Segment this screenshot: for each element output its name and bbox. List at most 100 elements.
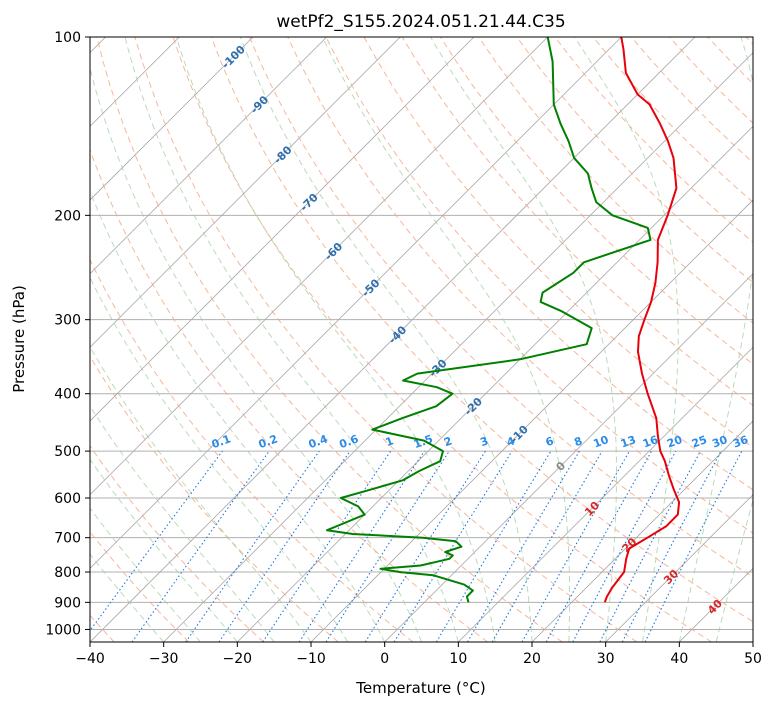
mixing-ratio-label: 1	[384, 434, 396, 449]
dry-adiabat-line	[516, 37, 753, 284]
y-tick-label: 300	[54, 313, 81, 329]
y-tick-label: 1000	[45, 622, 81, 638]
mixing-ratio-label: 3	[478, 434, 490, 449]
mixing-ratio-label: 2	[442, 434, 454, 449]
moist-adiabat-line	[175, 37, 496, 642]
mixing-ratio-label: 36	[731, 433, 750, 451]
x-ticks: −40 −30 −20 −10 0 10 20 30 40 50	[75, 642, 762, 667]
x-tick-label: 20	[523, 651, 541, 667]
isotherm-line	[605, 494, 753, 642]
moist-adiabat-line	[90, 276, 349, 642]
moist-adiabat-line	[322, 37, 571, 642]
mixing-ratio-line	[545, 450, 653, 642]
y-tick-label: 600	[54, 491, 81, 507]
y-tick-label: 500	[54, 444, 81, 460]
dry-adiabat-line	[90, 355, 339, 642]
mixing-ratio-label: 20	[665, 433, 684, 451]
temperature-profile-line	[603, 37, 681, 603]
mixing-ratio-label: 0.6	[338, 432, 361, 451]
moist-adiabat-line	[678, 37, 753, 642]
x-tick-label: −30	[149, 651, 179, 667]
moist-adiabat-line	[90, 345, 312, 642]
x-axis-label: Temperature (°C)	[355, 679, 485, 697]
dewpoint-profile-line	[326, 37, 652, 603]
dry-adiabat-line	[96, 37, 563, 642]
mixing-ratio-label: 0.4	[307, 432, 330, 451]
x-tick-label: −20	[223, 651, 253, 667]
isotherm-line	[458, 346, 753, 642]
moist-adiabat-line	[90, 405, 275, 642]
isotherm-line	[531, 420, 753, 642]
mixing-ratio-line	[572, 450, 677, 642]
chart-title: wetPf2_S155.2024.051.21.44.C35	[276, 12, 565, 32]
mixing-ratio-line	[90, 450, 223, 632]
moist-adiabat-line	[574, 37, 679, 642]
isotherm-line	[90, 37, 254, 201]
moist-adiabat-line	[90, 65, 422, 642]
isotherm-line	[163, 52, 753, 642]
mixing-ratio-label: 16	[641, 433, 660, 451]
dry-adiabat-line	[287, 37, 753, 534]
moist-adiabat-line	[90, 458, 238, 642]
axes-frame	[89, 36, 754, 643]
moist-adiabat-line	[90, 507, 201, 642]
mixing-ratio-line	[185, 450, 320, 642]
mixing-ratio-line	[298, 450, 425, 642]
mixing-ratio-line	[521, 450, 630, 642]
mixing-ratio-label: 25	[690, 433, 709, 450]
y-tick-label: 200	[54, 208, 81, 224]
moist-adiabat-line	[430, 37, 617, 642]
moist-adiabat-line	[90, 553, 165, 642]
y-axis-label: Pressure (hPa)	[10, 285, 28, 393]
mixing-ratio-label: 10	[592, 433, 611, 451]
isotherm-line	[384, 273, 753, 642]
mixing-ratio-label: 4	[505, 434, 517, 449]
mixing-ratio-label: 0.2	[257, 432, 280, 451]
moist-adiabat-line	[239, 37, 533, 642]
isotherm-line	[310, 199, 753, 642]
plot-border	[89, 36, 754, 643]
x-tick-label: 10	[449, 651, 467, 667]
moist-adiabat-line	[124, 37, 459, 642]
y-tick-label: 400	[54, 387, 81, 403]
y-tick-label: 800	[54, 565, 81, 581]
moist-adiabat-line	[90, 189, 386, 642]
mixing-ratio-line	[262, 450, 392, 642]
isotherm-line	[90, 37, 622, 569]
y-ticks: 100 200 300 400 500 600 700 800 900 1000	[45, 30, 90, 638]
mixing-ratio-label: 13	[619, 433, 638, 450]
isotherm-line	[90, 37, 475, 422]
x-tick-label: 30	[597, 651, 615, 667]
dry-adiabat-line	[172, 37, 712, 642]
x-tick-label: −10	[296, 651, 326, 667]
x-tick-label: 40	[670, 651, 688, 667]
plot-area: 0.1 0.2 0.4 0.6 1 1.5 2 3 4 6 8 10 13 16 20 25 30 36-100-…	[90, 37, 753, 642]
dry-adiabat-line	[210, 37, 753, 623]
y-tick-label: 100	[54, 30, 81, 46]
isotherm-line	[90, 37, 548, 496]
dry-adiabat-line	[90, 258, 414, 642]
isotherm-line	[237, 125, 753, 642]
x-tick-label: 0	[380, 651, 389, 667]
y-tick-label: 700	[54, 531, 81, 547]
moist-adiabat-line	[715, 498, 753, 642]
x-tick-label: 50	[744, 651, 762, 667]
y-tick-label: 900	[54, 595, 81, 611]
mixing-ratio-line	[218, 450, 351, 642]
mixing-ratio-label: 30	[710, 433, 729, 451]
mixing-ratio-label: 8	[572, 434, 584, 449]
isotherm-line	[90, 37, 327, 275]
mixing-ratio-line	[644, 450, 743, 642]
dry-adiabat-line	[249, 37, 753, 578]
mixing-ratio-label: 6	[544, 434, 556, 449]
dry-adiabat-line	[325, 37, 753, 491]
mixing-ratio-line	[325, 450, 450, 642]
mixing-ratio-line	[131, 450, 270, 642]
dry-adiabat-line	[134, 37, 638, 642]
x-tick-label: −40	[75, 651, 105, 667]
dry-adiabat-line	[90, 445, 264, 642]
mixing-ratio-line	[393, 450, 513, 642]
mixing-ratio-label: 1.5	[412, 432, 435, 451]
